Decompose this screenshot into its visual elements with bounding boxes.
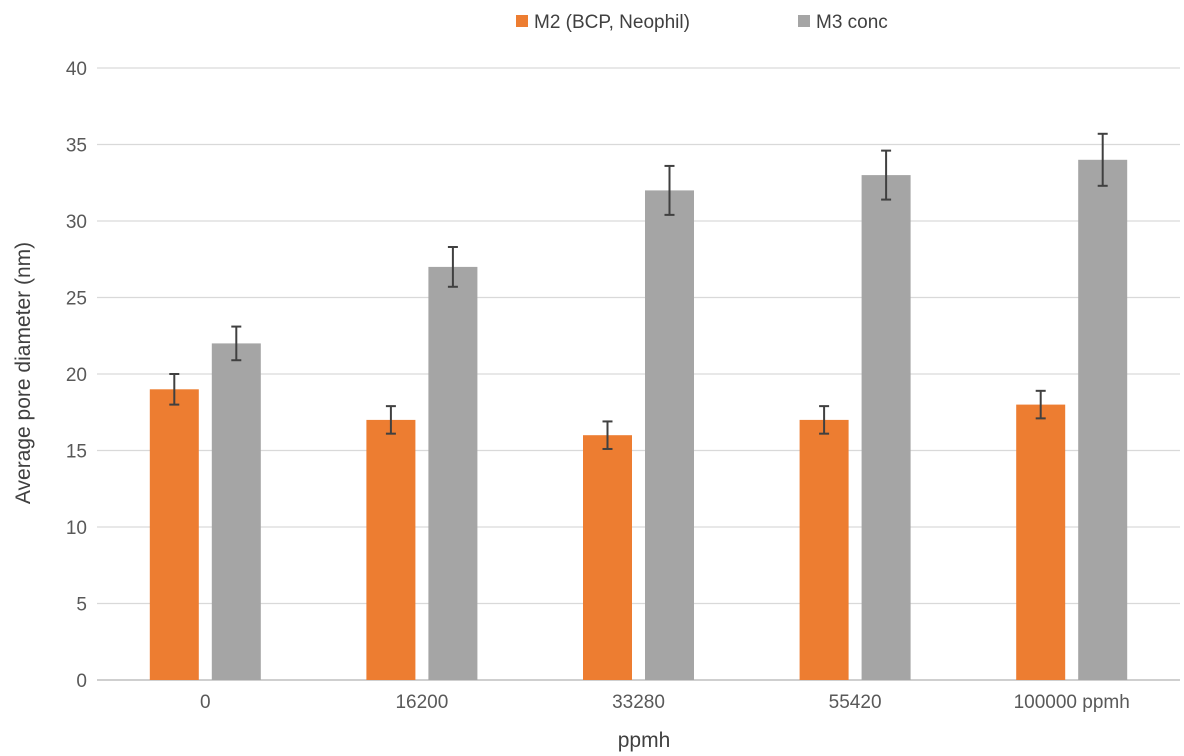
- y-tick-label: 40: [66, 59, 87, 80]
- y-tick-label: 10: [66, 518, 87, 539]
- y-tick-label: 35: [66, 136, 87, 157]
- bar-m3: [861, 175, 911, 680]
- bar-series: [149, 159, 1128, 681]
- bar-m2: [1016, 404, 1066, 680]
- legend-swatch-m3: [798, 15, 810, 27]
- bar-m2: [799, 419, 849, 680]
- x-tick-label: 100000 ppmh: [1014, 692, 1130, 713]
- y-tick-label: 25: [66, 289, 87, 310]
- x-axis-title: ppmh: [618, 729, 671, 752]
- y-axis-ticks: 0 5 10 15 20 25 30 35 40: [66, 59, 87, 692]
- bar-m2: [583, 435, 632, 680]
- y-tick-label: 30: [66, 212, 87, 233]
- x-tick-label: 55420: [829, 692, 882, 713]
- legend-swatch-m2: [516, 15, 528, 27]
- bar-m3: [1078, 159, 1128, 681]
- y-tick-label: 5: [76, 595, 87, 616]
- y-axis-title: Average pore diameter (nm): [12, 242, 35, 504]
- legend-label-m2: M2 (BCP, Neophil): [534, 12, 690, 33]
- error-bars: [169, 132, 1108, 450]
- bar-m3: [645, 190, 694, 680]
- y-tick-label: 20: [66, 365, 87, 386]
- bar-m2: [366, 419, 416, 680]
- x-tick-label: 0: [200, 692, 211, 713]
- x-tick-label: 16200: [395, 692, 448, 713]
- bar-m2: [149, 389, 199, 680]
- y-gridlines: [97, 67, 1180, 681]
- bar-m3: [211, 343, 261, 680]
- legend-label-m3: M3 conc: [816, 12, 888, 33]
- y-tick-label: 0: [76, 671, 87, 692]
- x-axis-ticks: 0 16200 33280 55420 100000 ppmh: [200, 692, 1130, 713]
- bar-m3: [428, 266, 478, 680]
- x-tick-label: 33280: [612, 692, 665, 713]
- y-tick-label: 15: [66, 442, 87, 463]
- chart-legend: M2 (BCP, Neophil) M3 conc: [516, 12, 888, 33]
